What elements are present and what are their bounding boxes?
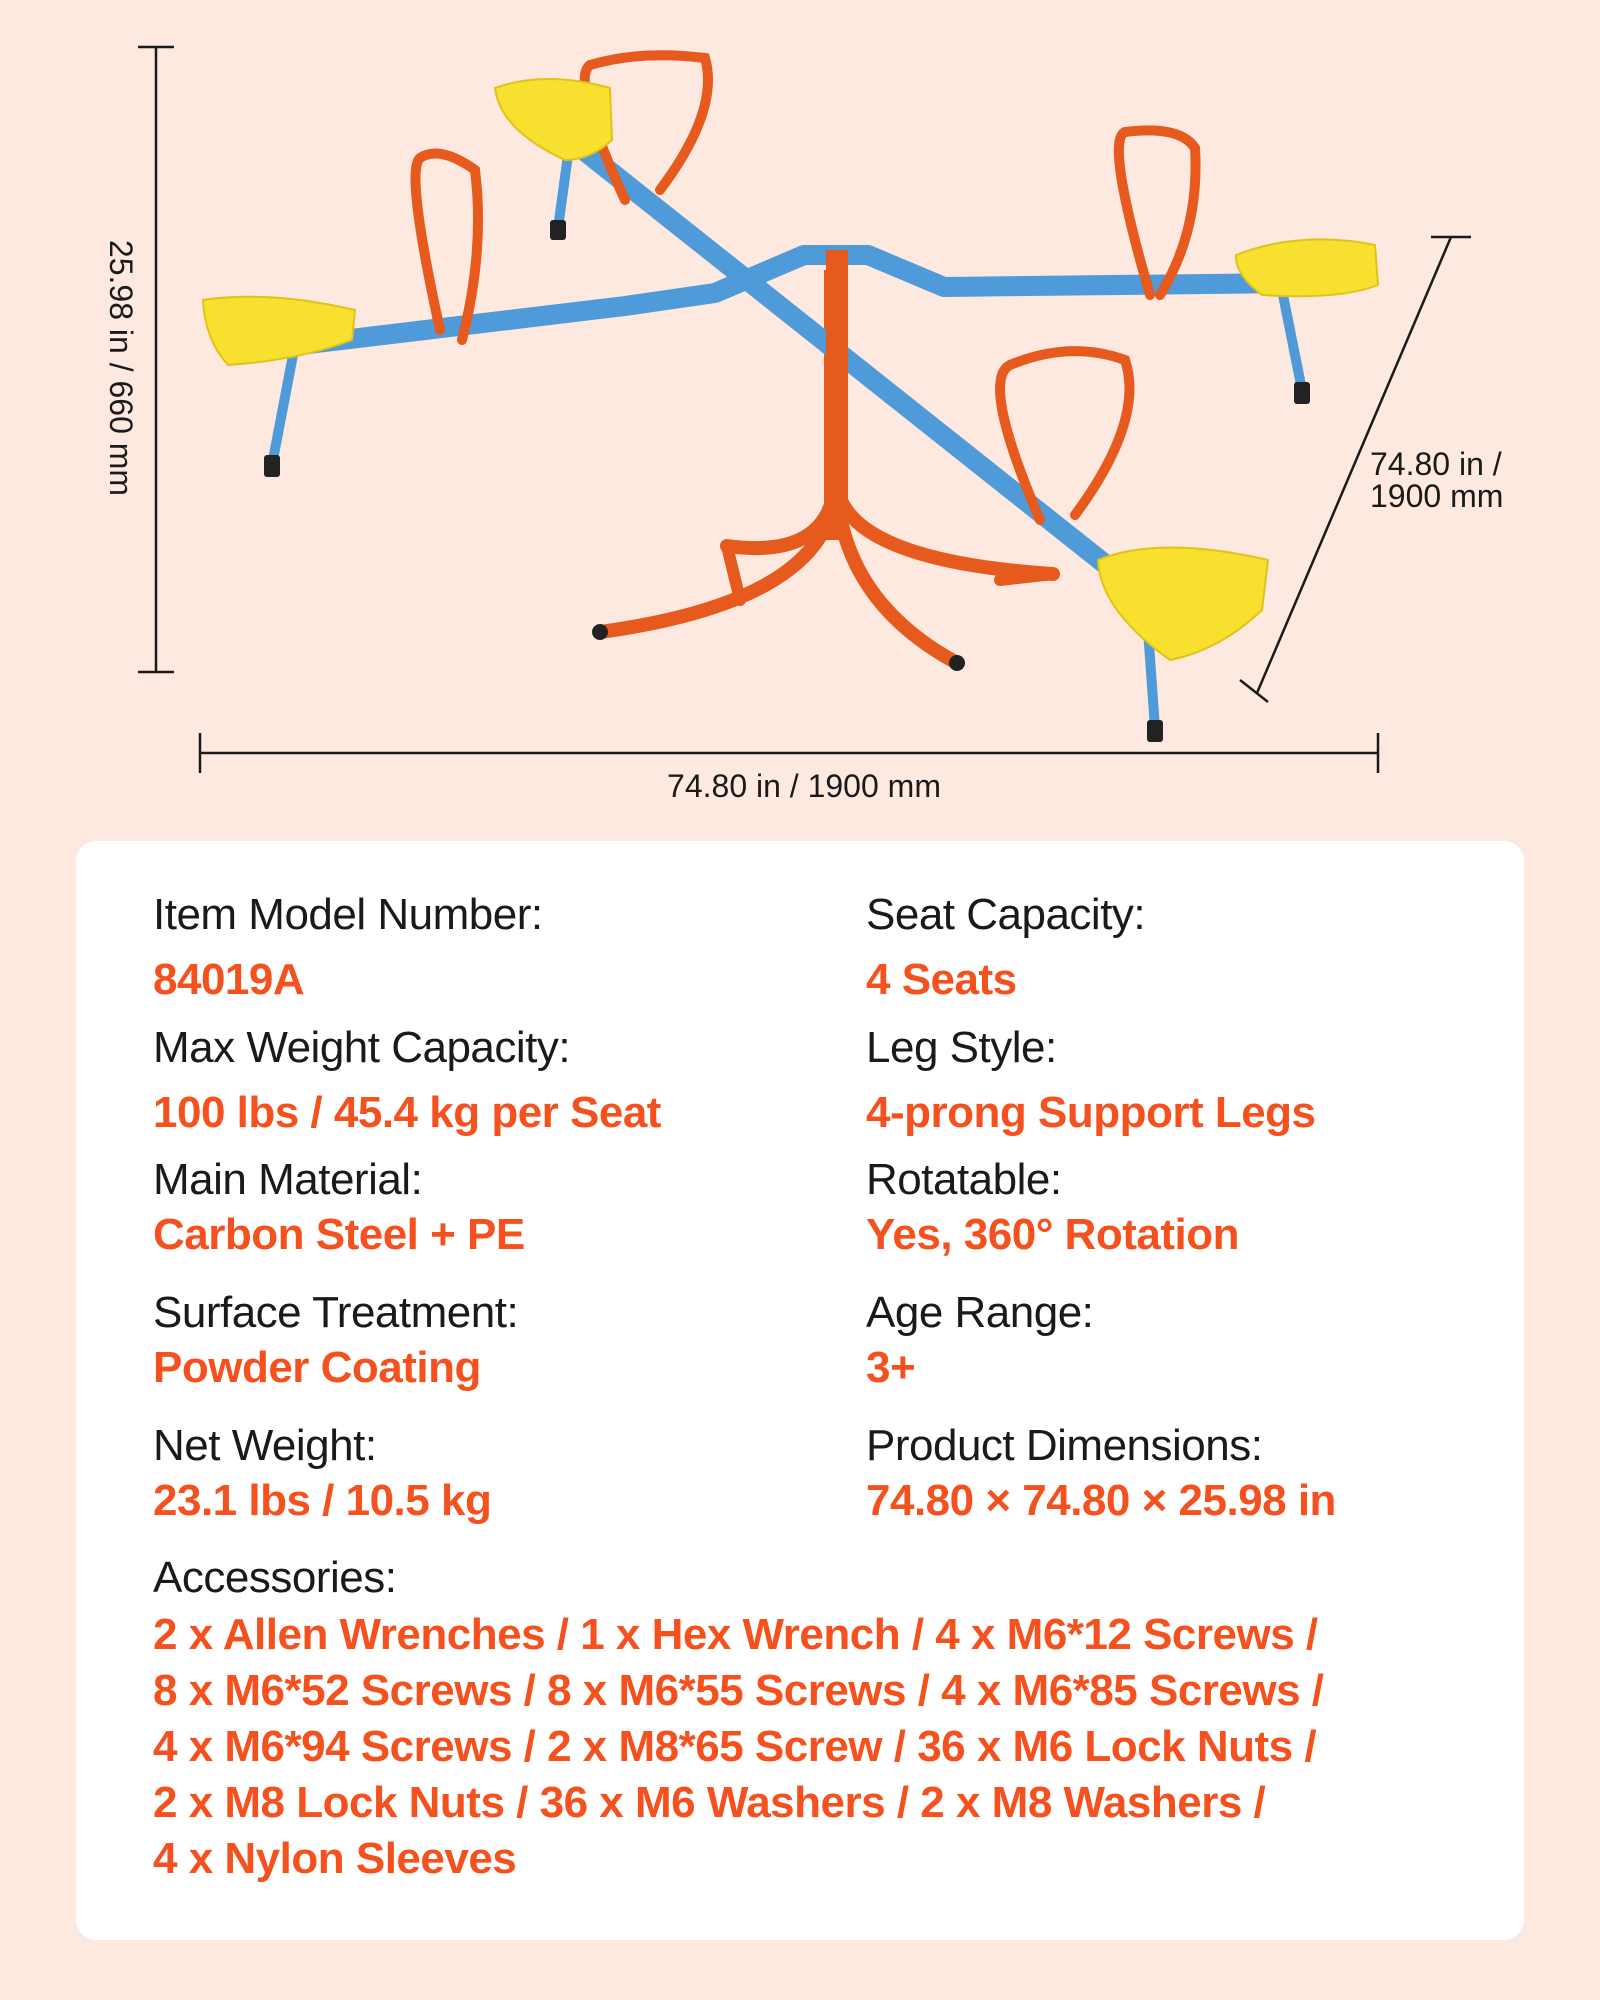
- spec-label: Age Range:: [866, 1288, 1094, 1337]
- leg-caps: [592, 624, 965, 671]
- beam-diagonal: [577, 143, 1120, 578]
- accessories-label: Accessories:: [153, 1553, 397, 1602]
- seat-legs: [267, 150, 1307, 733]
- seats: [201, 78, 1380, 662]
- spec-label: Net Weight:: [153, 1421, 377, 1470]
- specs-card: Item Model Number: 84019A Max Weight Cap…: [76, 841, 1524, 1940]
- spec-value: 23.1 lbs / 10.5 kg: [153, 1476, 492, 1525]
- accessories-line: 8 x M6*52 Screws / 8 x M6*55 Screws / 4 …: [153, 1666, 1324, 1715]
- accessories-line: 4 x Nylon Sleeves: [153, 1834, 517, 1883]
- depth-line-2: 1900 mm: [1370, 478, 1504, 514]
- spec-label: Leg Style:: [866, 1023, 1057, 1072]
- spec-value: 74.80 × 74.80 × 25.98 in: [866, 1476, 1336, 1525]
- spec-value: 4 Seats: [866, 955, 1017, 1004]
- accessories-line: 2 x Allen Wrenches / 1 x Hex Wrench / 4 …: [153, 1610, 1318, 1659]
- spec-value: Carbon Steel + PE: [153, 1210, 525, 1259]
- accessories-line: 2 x M8 Lock Nuts / 36 x M6 Washers / 2 x…: [153, 1778, 1266, 1827]
- beam-horizontal: [290, 245, 1300, 355]
- accessories-line: 4 x M6*94 Screws / 2 x M8*65 Screw / 36 …: [153, 1722, 1317, 1771]
- product-diagram: [138, 45, 1471, 773]
- spec-label: Seat Capacity:: [866, 890, 1146, 939]
- spec-label: Max Weight Capacity:: [153, 1023, 571, 1072]
- spec-value: Yes, 360° Rotation: [866, 1210, 1239, 1259]
- spec-value: 3+: [866, 1343, 916, 1392]
- spec-label: Product Dimensions:: [866, 1421, 1263, 1470]
- depth-line-1: 74.80 in /: [1370, 446, 1502, 482]
- dimension-lines: [138, 45, 1471, 773]
- spec-label: Main Material:: [153, 1155, 423, 1204]
- foot-caps: [264, 220, 1310, 742]
- pivot-bracket: [826, 250, 848, 375]
- spec-value: Powder Coating: [153, 1343, 481, 1392]
- depth-dimension-label: 74.80 in / 1900 mm: [1370, 448, 1570, 512]
- spec-label: Rotatable:: [866, 1155, 1062, 1204]
- spec-value: 84019A: [153, 955, 305, 1004]
- spec-value: 100 lbs / 45.4 kg per Seat: [153, 1088, 661, 1137]
- spec-label: Item Model Number:: [153, 890, 543, 939]
- spec-label: Surface Treatment:: [153, 1288, 519, 1337]
- height-dimension-label: 25.98 in / 660 mm: [103, 239, 139, 497]
- spec-value: 4-prong Support Legs: [866, 1088, 1316, 1137]
- width-dimension-label: 74.80 in / 1900 mm: [667, 768, 941, 804]
